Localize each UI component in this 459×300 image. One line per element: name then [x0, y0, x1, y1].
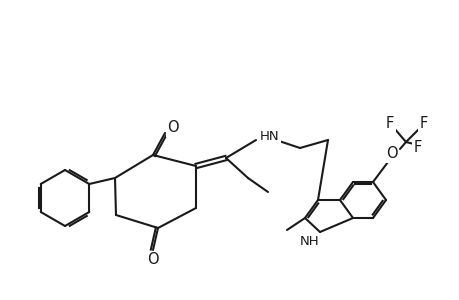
Text: O: O [147, 253, 158, 268]
Text: F: F [419, 116, 427, 130]
Text: O: O [386, 146, 397, 161]
Text: HN: HN [259, 130, 279, 143]
Text: NH: NH [300, 236, 319, 248]
Text: F: F [413, 140, 421, 155]
Text: O: O [167, 121, 179, 136]
Text: F: F [385, 116, 393, 130]
